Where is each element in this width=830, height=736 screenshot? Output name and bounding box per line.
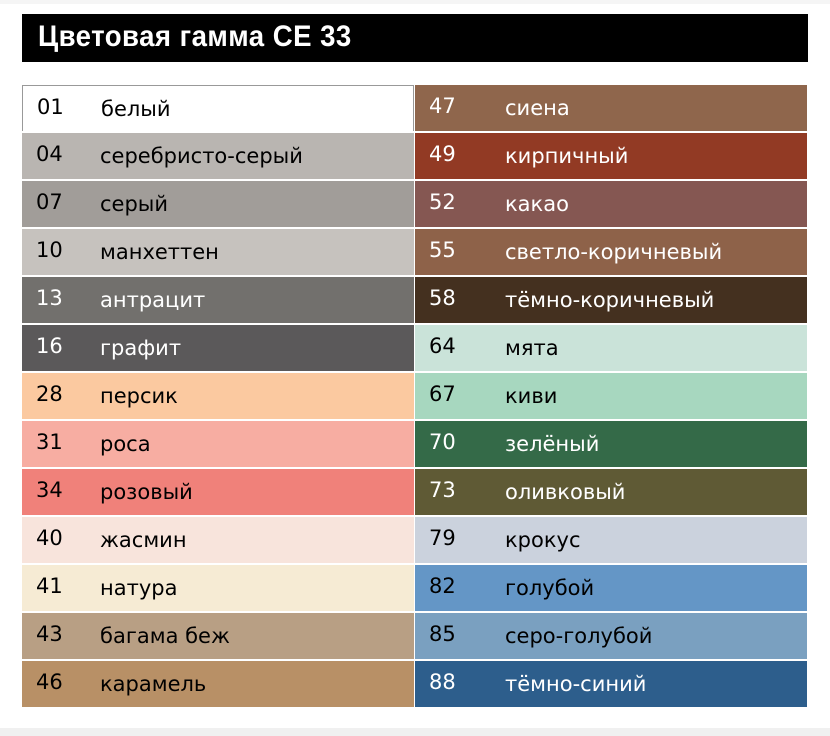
- color-code: 04: [36, 142, 63, 166]
- color-swatch-row: 52 какао: [415, 181, 807, 227]
- color-name: серый: [100, 192, 169, 216]
- title-bar: Цветовая гамма CE 33: [22, 14, 808, 62]
- color-swatch-row: 67 киви: [415, 373, 807, 419]
- color-name: мята: [505, 336, 559, 360]
- color-name: крокус: [505, 528, 581, 552]
- color-name: кирпичный: [505, 144, 629, 168]
- color-name: антрацит: [100, 288, 206, 312]
- color-code: 01: [37, 95, 64, 119]
- color-name: тёмно-коричневый: [505, 288, 715, 312]
- color-code: 55: [429, 238, 456, 262]
- color-name: жасмин: [100, 528, 187, 552]
- color-swatch-row: 49 кирпичный: [415, 133, 807, 179]
- color-name: персик: [100, 384, 178, 408]
- color-swatch-row: 73 оливковый: [415, 469, 807, 515]
- color-code: 40: [36, 526, 63, 550]
- color-swatch-row: 04 серебристо-серый: [22, 133, 414, 179]
- color-code: 52: [429, 190, 456, 214]
- color-code: 13: [36, 286, 63, 310]
- color-code: 31: [36, 430, 63, 454]
- color-code: 85: [429, 622, 456, 646]
- color-name: розовый: [100, 480, 193, 504]
- color-swatch-row: 46 карамель: [22, 661, 414, 707]
- color-code: 88: [429, 670, 456, 694]
- color-swatch-row: 40 жасмин: [22, 517, 414, 563]
- color-swatch-row: 58 тёмно-коричневый: [415, 277, 807, 323]
- color-name: сиена: [505, 96, 570, 120]
- color-name: голубой: [505, 576, 595, 600]
- color-code: 82: [429, 574, 456, 598]
- color-column-left: 01 белый 04 серебристо-серый 07 серый 10 манхет…: [22, 85, 414, 709]
- color-name: оливковый: [505, 480, 626, 504]
- color-swatch-row: 10 манхеттен: [22, 229, 414, 275]
- color-code: 28: [36, 382, 63, 406]
- color-code: 49: [429, 142, 456, 166]
- color-name: киви: [505, 384, 558, 408]
- color-code: 47: [429, 94, 456, 118]
- color-code: 67: [429, 382, 456, 406]
- color-swatch-row: 70 зелёный: [415, 421, 807, 467]
- color-name: графит: [100, 336, 182, 360]
- color-code: 58: [429, 286, 456, 310]
- color-name: карамель: [100, 672, 207, 696]
- color-name: багама беж: [100, 624, 230, 648]
- color-swatch-row: 88 тёмно-синий: [415, 661, 807, 707]
- color-swatch-row: 13 антрацит: [22, 277, 414, 323]
- color-code: 43: [36, 622, 63, 646]
- color-code: 10: [36, 238, 63, 262]
- page-bottom-edge: [0, 728, 830, 736]
- color-swatch-row: 64 мята: [415, 325, 807, 371]
- page-top-edge: [0, 0, 830, 4]
- color-swatch-row: 16 графит: [22, 325, 414, 371]
- color-swatch-row: 34 розовый: [22, 469, 414, 515]
- color-name: манхеттен: [100, 240, 219, 264]
- color-swatch-row: 55 светло-коричневый: [415, 229, 807, 275]
- color-swatch-row: 28 персик: [22, 373, 414, 419]
- color-code: 46: [36, 670, 63, 694]
- color-code: 16: [36, 334, 63, 358]
- color-name: зелёный: [505, 432, 600, 456]
- color-name: какао: [505, 192, 569, 216]
- color-swatch-row: 85 серо-голубой: [415, 613, 807, 659]
- color-code: 41: [36, 574, 63, 598]
- color-swatch-row: 07 серый: [22, 181, 414, 227]
- color-name: натура: [100, 576, 178, 600]
- color-code: 73: [429, 478, 456, 502]
- color-name: серебристо-серый: [100, 144, 303, 168]
- page-title: Цветовая гамма CE 33: [38, 20, 352, 53]
- color-name: белый: [101, 97, 171, 121]
- color-swatch-row: 79 крокус: [415, 517, 807, 563]
- color-swatch-row: 31 роса: [22, 421, 414, 467]
- color-name: светло-коричневый: [505, 240, 723, 264]
- color-code: 70: [429, 430, 456, 454]
- color-swatch-row: 41 натура: [22, 565, 414, 611]
- color-name: роса: [100, 432, 151, 456]
- color-swatch-row: 01 белый: [22, 85, 414, 131]
- color-swatch-row: 82 голубой: [415, 565, 807, 611]
- color-name: тёмно-синий: [505, 672, 647, 696]
- color-code: 64: [429, 334, 456, 358]
- color-name: серо-голубой: [505, 624, 653, 648]
- color-code: 34: [36, 478, 63, 502]
- color-code: 79: [429, 526, 456, 550]
- color-swatch-row: 47 сиена: [415, 85, 807, 131]
- color-column-right: 47 сиена 49 кирпичный 52 какао 55 светло-коричн…: [415, 85, 807, 709]
- color-code: 07: [36, 190, 63, 214]
- color-swatch-row: 43 багама беж: [22, 613, 414, 659]
